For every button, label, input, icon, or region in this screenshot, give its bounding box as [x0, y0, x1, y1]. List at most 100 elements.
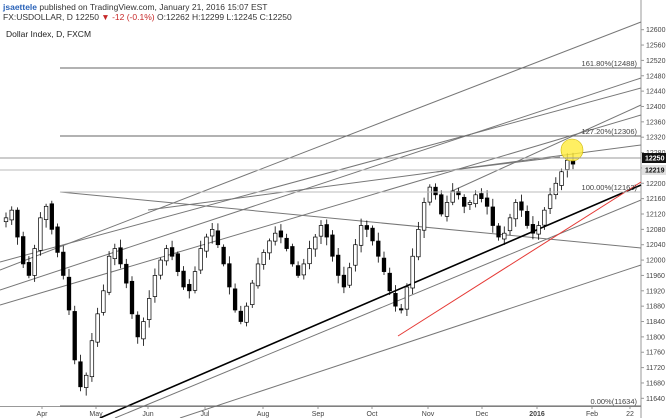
candle-body [135, 314, 140, 338]
y-tick-label: 11720 [646, 365, 665, 372]
candle-body [519, 201, 524, 211]
candle-body [433, 186, 438, 196]
candle-body [278, 230, 284, 238]
candle-body [421, 202, 427, 231]
candle-body [301, 263, 306, 276]
x-tick-label: 22 [626, 411, 634, 418]
candle-body [221, 246, 226, 265]
candle-body [72, 311, 77, 361]
candle-body [204, 236, 209, 252]
fib-level-label: 0.00%(11634) [590, 397, 637, 406]
candle-body [427, 186, 432, 203]
close-value: C:12250 [259, 12, 292, 22]
x-tick-label: Feb [586, 411, 598, 418]
candle-body [513, 202, 518, 220]
x-tick-label: Nov [422, 411, 435, 418]
candle-body [192, 271, 198, 291]
lower-channel-line-a [114, 199, 642, 418]
candle-body [473, 194, 478, 205]
candle-body [490, 206, 495, 226]
candle-body [547, 194, 553, 209]
chart-title: Dollar Index, D, FXCM [6, 29, 92, 39]
candle-body [267, 240, 272, 254]
y-tick-label: 12560 [646, 43, 666, 50]
x-tick-label: May [89, 411, 103, 418]
candle-body [399, 308, 404, 311]
y-tick-label: 11760 [646, 350, 665, 357]
short-trend-line [451, 104, 642, 192]
candle-body [141, 321, 146, 340]
candle-body [347, 267, 352, 286]
candle-body [38, 217, 43, 251]
candle-body [175, 253, 180, 272]
channel-line-a [0, 87, 642, 263]
candle-body [295, 265, 301, 276]
candle-body [439, 194, 444, 215]
y-tick-label: 11880 [646, 304, 665, 311]
candle-body [232, 288, 238, 311]
candle-body [147, 298, 152, 320]
highlight-circle [560, 138, 584, 162]
current-price-tag: 12250 [645, 156, 665, 163]
open-value: O:12262 [156, 12, 190, 22]
x-tick-label: Sep [312, 411, 325, 418]
y-tick-label: 12160 [646, 196, 666, 203]
support-line [99, 184, 642, 418]
y-tick-label: 12400 [646, 104, 666, 111]
candle-body [536, 225, 541, 235]
y-tick-label: 12440 [646, 89, 666, 96]
candle-body [187, 283, 192, 292]
candle-body [273, 232, 278, 242]
chart-header: jsaettele published on TradingView.com, … [0, 0, 666, 24]
y-tick-label: 11840 [646, 319, 665, 326]
symbol-label: FX:USDOLLAR, D [3, 12, 73, 22]
candle-body [124, 263, 129, 284]
candle-body [215, 230, 221, 246]
y-tick-label: 12320 [646, 135, 666, 142]
y-tick-label: 12520 [646, 58, 666, 65]
author-link[interactable]: jsaettele [3, 2, 38, 12]
candle-body [255, 263, 261, 287]
candle-body [238, 310, 243, 322]
candle-body [479, 193, 484, 199]
candle-body [152, 275, 158, 297]
candle-body [358, 225, 364, 246]
candle-body [496, 225, 501, 238]
mid-channel-line [147, 144, 642, 211]
x-tick-label: Apr [37, 411, 49, 418]
candle-body [78, 361, 83, 388]
candle-body [106, 255, 112, 293]
y-tick-label: 12120 [646, 212, 666, 219]
candle-body [393, 293, 398, 307]
candle-body [9, 209, 14, 221]
candle-body [456, 191, 461, 196]
candle-body [227, 263, 232, 288]
candle-body [158, 259, 163, 276]
candle-body [169, 247, 175, 257]
candle-body [370, 227, 375, 242]
candle-body [244, 305, 249, 323]
candle-body [525, 211, 530, 226]
candle-body [49, 203, 54, 230]
candle-body [404, 286, 410, 310]
channel-line-c [0, 114, 642, 306]
candle-body [129, 280, 135, 315]
lower-channel-line-b [179, 264, 642, 418]
y-tick-label: 12600 [646, 27, 666, 34]
candle-body [164, 248, 169, 262]
published-text: published on TradingView.com, January 21… [39, 2, 268, 12]
y-tick-label: 12360 [646, 119, 666, 126]
y-tick-label: 12480 [646, 73, 666, 80]
candle-body [26, 262, 32, 276]
candle-body [101, 290, 106, 313]
y-tick-label: 11960 [646, 273, 665, 280]
channel-line-b [0, 77, 642, 291]
candle-body [324, 224, 329, 238]
candle-body [55, 226, 60, 253]
candle-body [530, 224, 536, 234]
y-tick-label: 11920 [646, 288, 665, 295]
candle-body [410, 255, 415, 289]
candle-body [507, 217, 513, 232]
last-price: 12250 [75, 12, 99, 22]
